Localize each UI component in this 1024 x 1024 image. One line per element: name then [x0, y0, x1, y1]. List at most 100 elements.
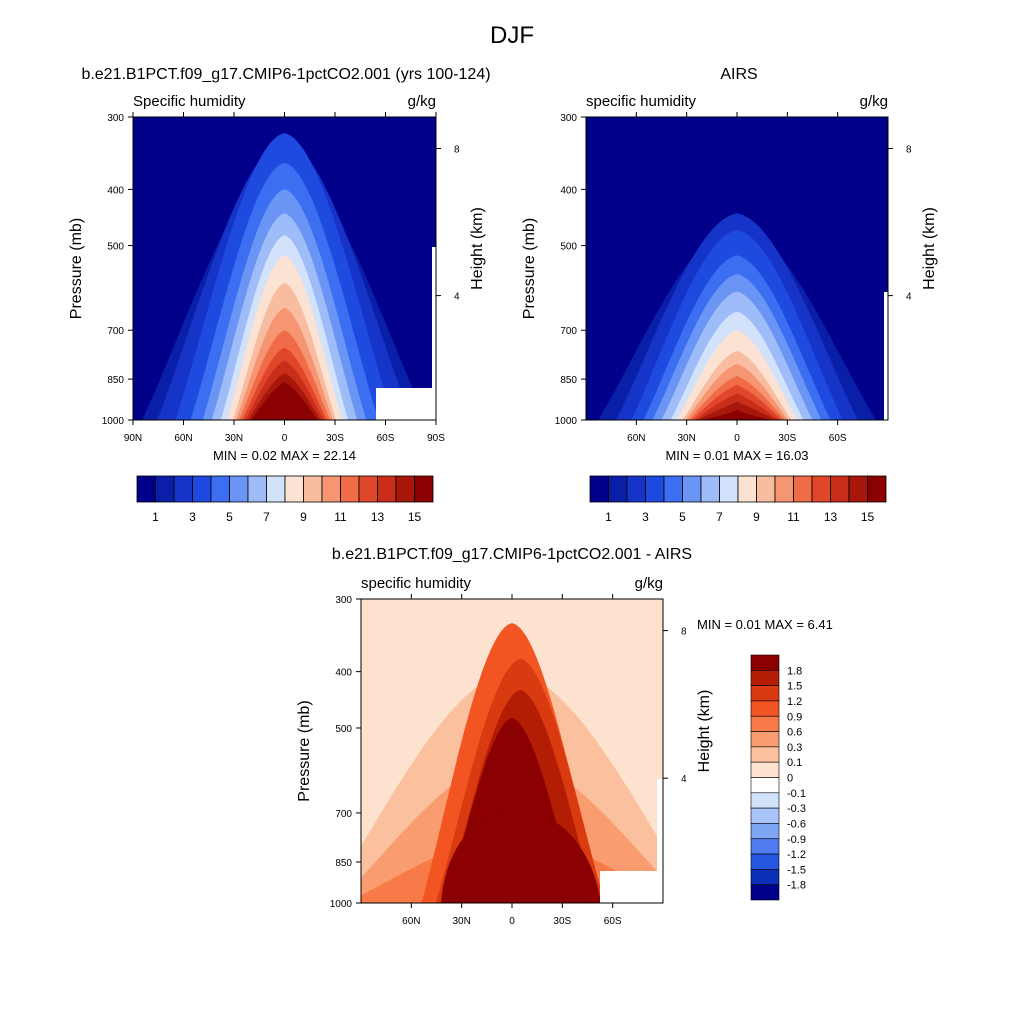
y-axis-label: Pressure (mb) [521, 218, 538, 319]
colorbar-box [700, 475, 720, 503]
colorbar-label: 1.2 [787, 696, 802, 708]
colorbar-box [750, 685, 780, 702]
y-tick-label: 300 [560, 113, 577, 124]
colorbar-box [229, 475, 249, 503]
height-axis-label: Height (km) [696, 690, 713, 773]
x-tick-label: 60S [377, 433, 395, 444]
x-tick-label: 0 [734, 433, 740, 444]
min-max-label: MIN = 0.01 MAX = 16.03 [665, 448, 808, 463]
colorbar-box [750, 654, 780, 671]
height-tick-label: 4 [454, 292, 460, 303]
colorbar-label: 0.3 [787, 742, 802, 754]
colorbar-label: 9 [753, 510, 760, 524]
colorbar-box [750, 823, 780, 840]
colorbar-box [626, 475, 646, 503]
height-tick-label: 8 [681, 627, 687, 638]
colorbar-box [750, 807, 780, 824]
y-tick-label: 1000 [555, 416, 578, 427]
colorbar-label: -1.8 [787, 880, 806, 892]
height-tick-label: 4 [906, 292, 912, 303]
units-label: g/kg [635, 575, 663, 592]
colorbar-box [414, 475, 434, 503]
y-tick-label: 700 [560, 326, 577, 337]
colorbar-box [321, 475, 341, 503]
colorbar-box [682, 475, 702, 503]
missing-data [884, 292, 888, 420]
x-tick-label: 30N [677, 433, 695, 444]
y-tick-label: 400 [335, 668, 352, 679]
colorbar: 1 3 5 7 9 11 13 15 [589, 475, 887, 524]
colorbar-box [750, 731, 780, 748]
contour-band [441, 810, 601, 903]
x-tick-label: 30N [225, 433, 243, 444]
colorbar-box [608, 475, 628, 503]
panel-title: AIRS [720, 66, 757, 83]
y-tick-label: 300 [107, 113, 124, 124]
x-tick-label: 30N [452, 916, 470, 927]
x-tick-label: 60S [829, 433, 847, 444]
x-tick-label: 60N [174, 433, 192, 444]
y-tick-label: 850 [560, 375, 577, 386]
height-axis-label: Height (km) [469, 207, 486, 290]
colorbar-box [210, 475, 230, 503]
contour-field [361, 599, 663, 903]
colorbar-box [774, 475, 794, 503]
colorbar-box [589, 475, 609, 503]
x-tick-label: 90S [427, 433, 445, 444]
missing-data [432, 247, 436, 420]
x-tick-label: 60N [627, 433, 645, 444]
x-tick-label: 60N [402, 916, 420, 927]
missing-data [600, 871, 663, 903]
y-tick-label: 500 [560, 242, 577, 253]
x-tick-label: 30S [326, 433, 344, 444]
colorbar-label: -0.1 [787, 788, 806, 800]
panel-title: b.e21.B1PCT.f09_g17.CMIP6-1pctCO2.001 - … [332, 546, 692, 563]
y-tick-label: 500 [107, 242, 124, 253]
colorbar-box [645, 475, 665, 503]
colorbar-box [750, 670, 780, 686]
colorbar: 1 3 5 7 9 11 13 15 [136, 475, 434, 524]
colorbar-box [750, 792, 780, 809]
colorbar-label: 13 [371, 510, 385, 524]
colorbar-box [811, 475, 831, 503]
x-tick-label: 90N [124, 433, 142, 444]
colorbar-label: 1.5 [787, 681, 802, 693]
x-tick-label: 60S [604, 916, 622, 927]
min-max-label: MIN = 0.01 MAX = 6.41 [697, 617, 833, 632]
contour-band [703, 409, 771, 420]
colorbar-box [750, 700, 780, 717]
units-label: g/kg [408, 93, 436, 110]
colorbar-box [750, 869, 780, 885]
y-tick-label: 850 [335, 858, 352, 869]
y-tick-label: 400 [560, 185, 577, 196]
y-tick-label: 1000 [330, 899, 353, 910]
panel-title: b.e21.B1PCT.f09_g17.CMIP6-1pctCO2.001 (y… [81, 66, 490, 83]
y-tick-label: 400 [107, 185, 124, 196]
x-tick-label: 0 [509, 916, 515, 927]
variable-label: Specific humidity [133, 93, 246, 110]
colorbar-label: 5 [226, 510, 233, 524]
colorbar-box [284, 475, 304, 503]
colorbar-box [303, 475, 323, 503]
colorbar-box [192, 475, 212, 503]
colorbar-label: 1.8 [787, 665, 802, 677]
colorbar-box [377, 475, 397, 503]
y-axis-label: Pressure (mb) [68, 218, 85, 319]
colorbar-label: 7 [263, 510, 270, 524]
colorbar-box [750, 853, 780, 870]
colorbar-label: 0.6 [787, 727, 802, 739]
colorbar-label: -1.2 [787, 849, 806, 861]
colorbar-box [750, 746, 780, 763]
colorbar-box [793, 475, 813, 503]
colorbar-box [737, 475, 757, 503]
colorbar-box [247, 475, 267, 503]
missing-data [376, 388, 436, 420]
contour-field [133, 117, 436, 420]
colorbar-label: 13 [824, 510, 838, 524]
colorbar-label: 5 [679, 510, 686, 524]
colorbar-box [750, 715, 780, 732]
colorbar-label: 0 [787, 773, 793, 785]
colorbar-box [395, 475, 415, 503]
colorbar-label: 15 [861, 510, 875, 524]
y-tick-label: 1000 [102, 416, 125, 427]
